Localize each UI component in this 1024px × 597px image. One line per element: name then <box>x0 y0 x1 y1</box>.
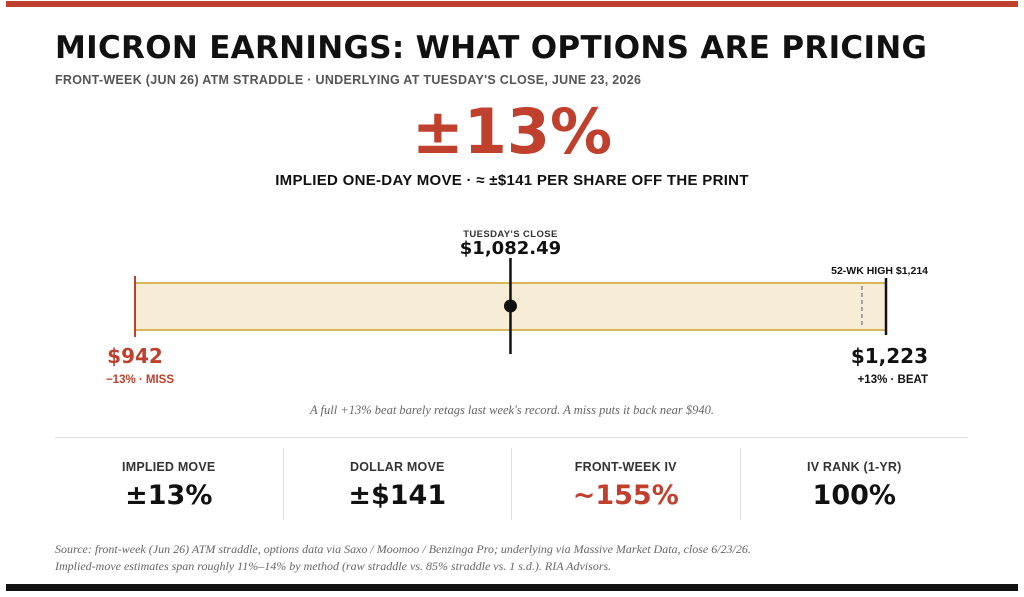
low-value-label: $942 <box>107 344 163 368</box>
range-chart: $942 −13% · MISS 52-WK HIGH $1,214 $1,223 +1… <box>106 229 928 386</box>
low-sub-label: −13% · MISS <box>106 374 174 386</box>
stat-front-week-iv: FRONT-WEEK IV ~155% <box>511 448 740 520</box>
bottom-bar <box>6 584 1018 591</box>
source-line: Implied-move estimates span roughly 11%–… <box>55 559 612 573</box>
stat-label: IV RANK (1-YR) <box>807 460 902 474</box>
stat-implied-move: IMPLIED MOVE ±13% <box>55 448 283 520</box>
close-label: TUESDAY'S CLOSE <box>463 229 557 240</box>
high-sub-label: +13% · BEAT <box>858 374 928 386</box>
page-subtitle: FRONT-WEEK (JUN 26) ATM STRADDLE · UNDER… <box>55 73 642 87</box>
close-value-label: $1,082.49 <box>460 238 561 259</box>
chart-caption: A full +13% beat barely retags last week… <box>309 403 714 417</box>
top-accent-bar <box>6 1 1018 7</box>
page-title: MICRON EARNINGS: WHAT OPTIONS ARE PRICIN… <box>55 30 928 66</box>
high-value-label: $1,223 <box>851 344 928 368</box>
source-line: Source: front-week (Jun 26) ATM straddle… <box>55 542 751 556</box>
reference-label: 52-WK HIGH $1,214 <box>831 265 928 277</box>
hero-value: ±13% <box>411 95 613 168</box>
stat-iv-rank: IV RANK (1-YR) 100% <box>739 448 969 520</box>
divider <box>55 437 968 438</box>
close-marker-dot <box>503 299 517 313</box>
stat-value: 100% <box>812 480 896 511</box>
stat-label: FRONT-WEEK IV <box>574 460 677 474</box>
stat-label: IMPLIED MOVE <box>122 460 216 474</box>
stat-label: DOLLAR MOVE <box>349 460 445 474</box>
stat-value: ±$141 <box>348 480 447 511</box>
stat-dollar-move: DOLLAR MOVE ±$141 <box>282 448 512 520</box>
stat-value: ~155% <box>572 480 679 511</box>
stats-row: IMPLIED MOVE ±13% DOLLAR MOVE ±$141 FRON… <box>55 448 968 520</box>
hero-caption: IMPLIED ONE-DAY MOVE · ≈ ±$141 PER SHARE… <box>275 172 749 189</box>
source-note: Source: front-week (Jun 26) ATM straddle… <box>55 541 975 575</box>
stat-value: ±13% <box>125 480 213 511</box>
